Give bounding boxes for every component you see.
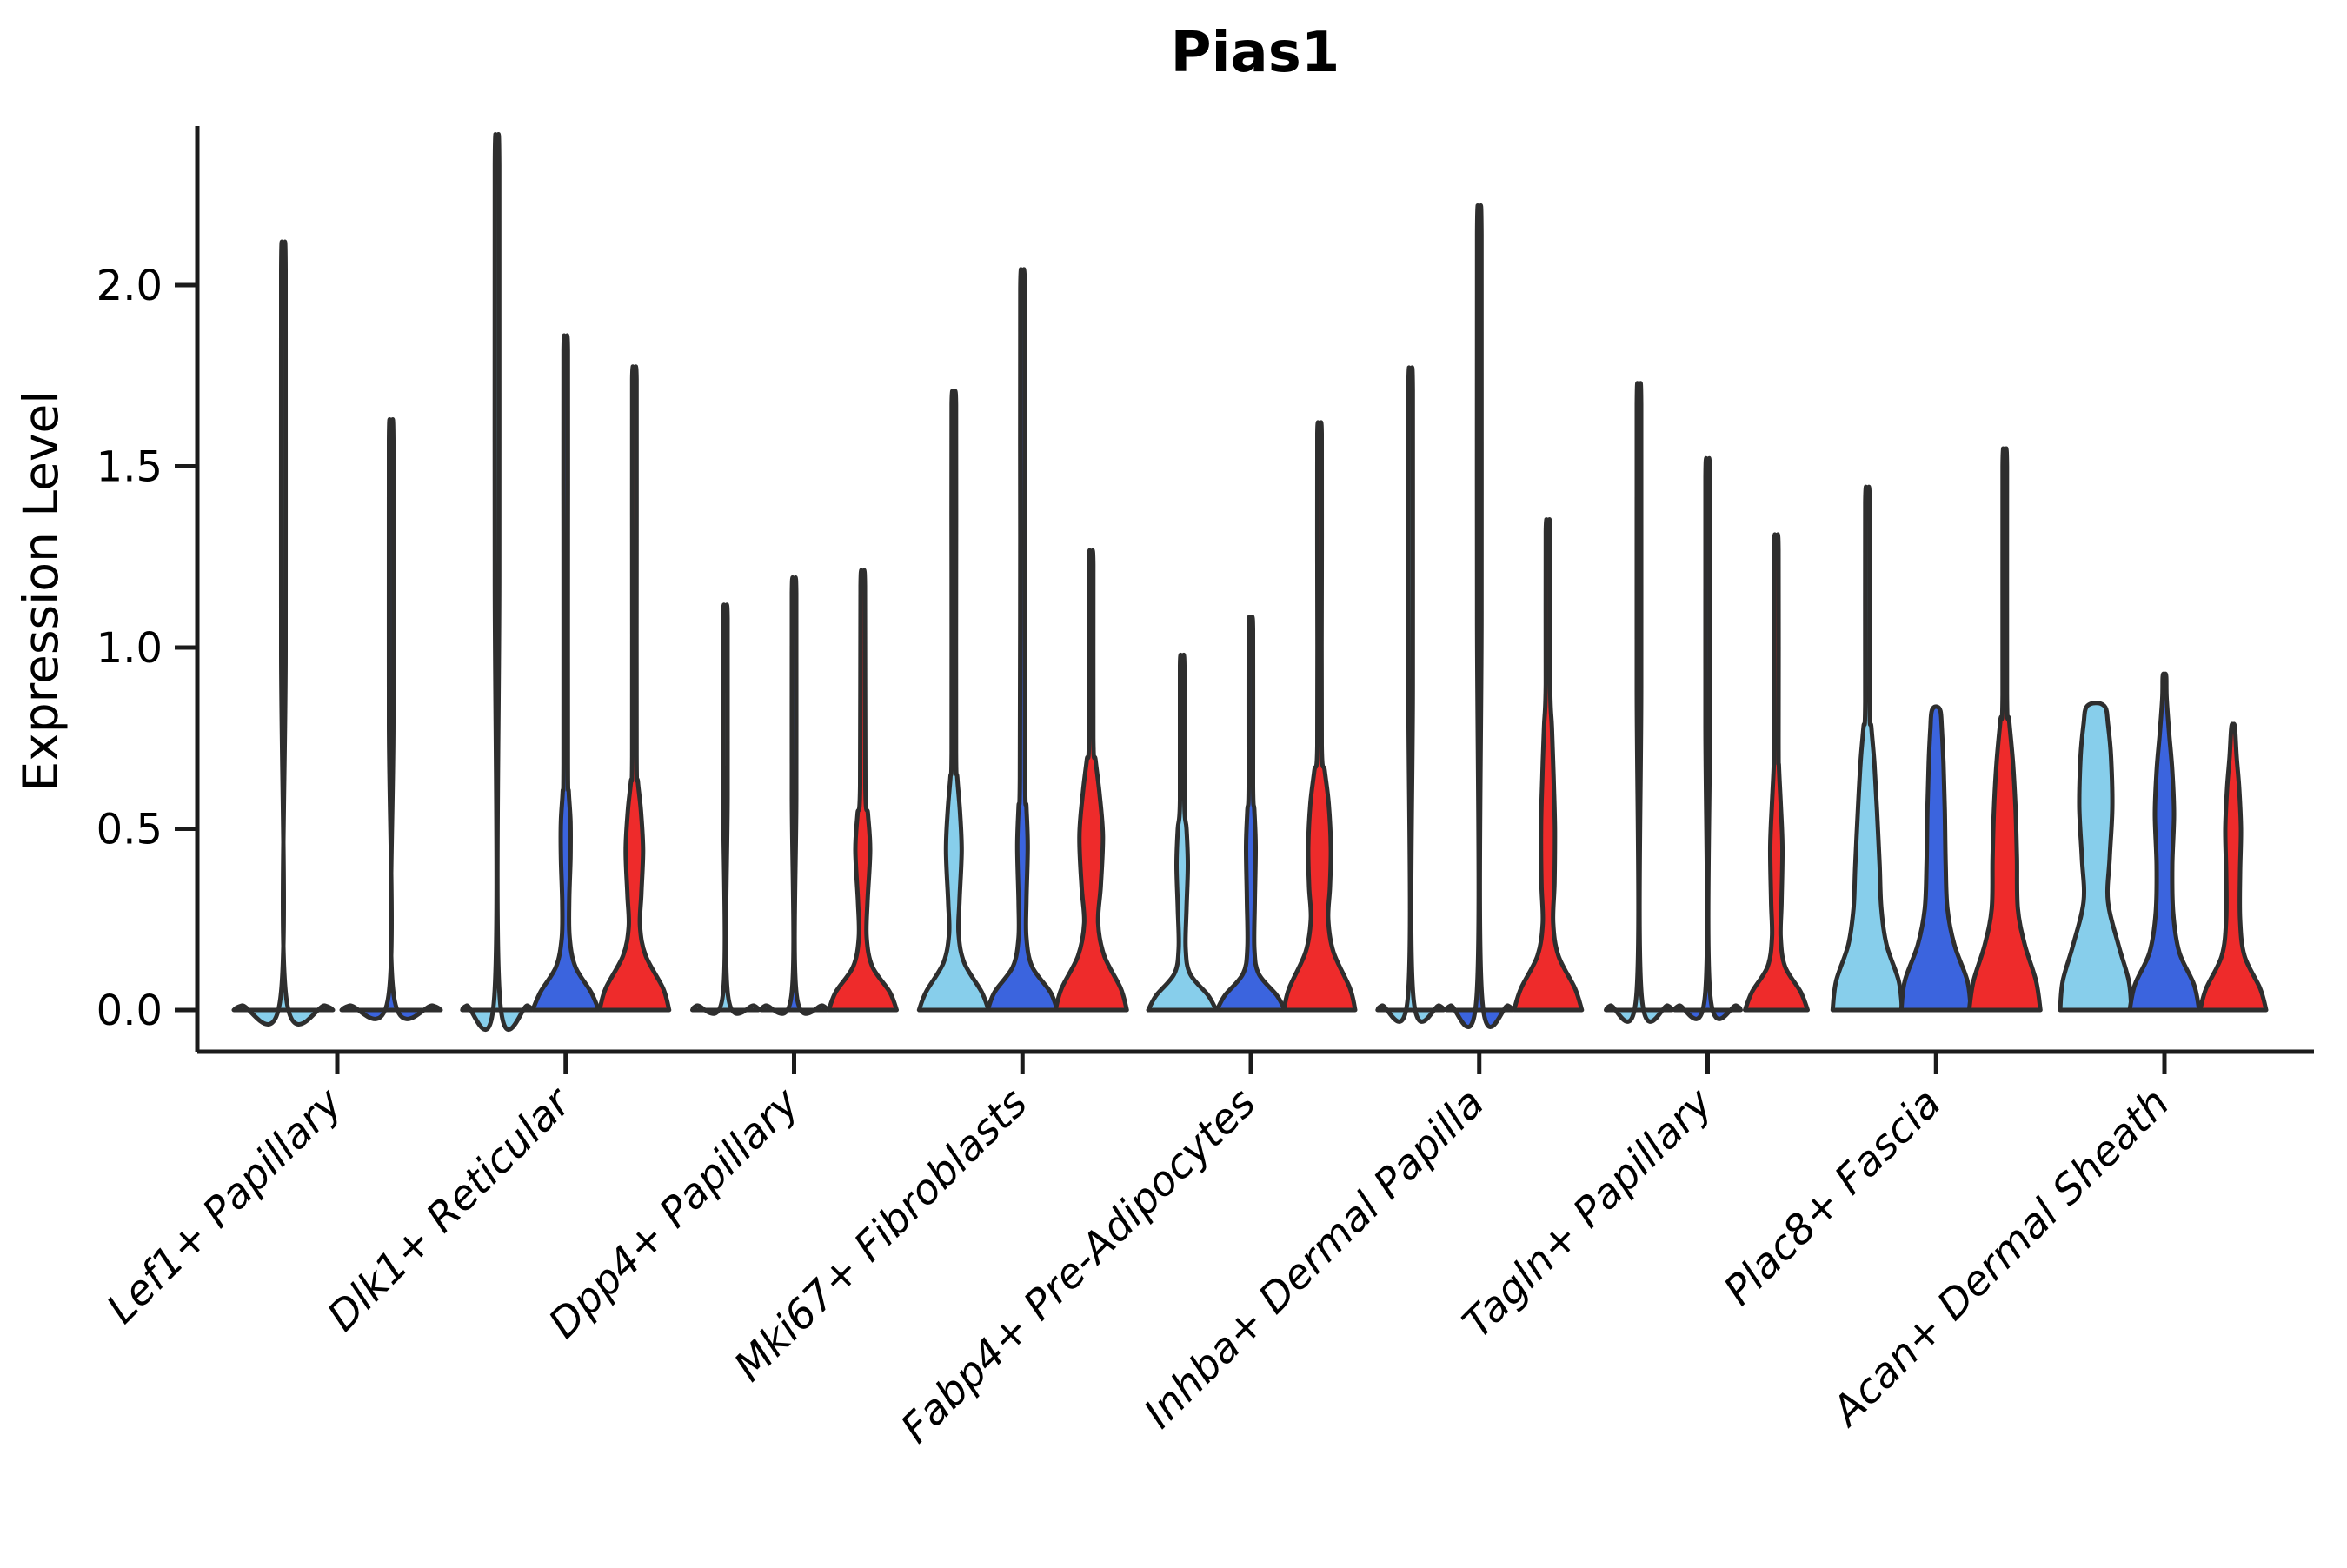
violin-lef1+-papillary-blue (339, 417, 443, 1021)
x-tick-label: Lef1+ Papillary (97, 1079, 352, 1333)
y-axis-label: Expression Level (13, 390, 69, 791)
violin-acan+-dermal-sheath-red (2197, 721, 2269, 1013)
violin-acan+-dermal-sheath-lightblue (2058, 701, 2134, 1013)
violins (231, 132, 2269, 1032)
violin-fabp4+-pre-adipocytes-blue (1214, 615, 1287, 1013)
violin-dlk1+-reticular-lightblue (460, 132, 535, 1032)
y-tick-label: 1.0 (96, 624, 163, 673)
violin-fabp4+-pre-adipocytes-lightblue (1146, 652, 1219, 1013)
chart-title: Pias1 (1171, 21, 1340, 85)
violin-plac8+-fascia-lightblue (1830, 484, 1905, 1013)
violin-mki67+-fibroblasts-red (1053, 548, 1129, 1013)
y-tick-label: 0.0 (96, 987, 163, 1035)
violin-fabp4+-pre-adipocytes-red (1281, 420, 1358, 1013)
violin-tagln+-papillary-red (1743, 532, 1810, 1013)
violin-dpp4+-papillary-blue (759, 575, 829, 1016)
violin-dlk1+-reticular-blue (530, 333, 602, 1013)
violin-dpp4+-papillary-lightblue (690, 602, 761, 1016)
violin-plac8+-fascia-blue (1898, 704, 1973, 1013)
y-tick-label: 1.5 (96, 443, 163, 492)
violin-lef1+-papillary-lightblue (231, 239, 336, 1027)
violin-tagln+-papillary-lightblue (1604, 381, 1674, 1024)
axes (195, 126, 2314, 1054)
x-tick-label: Tagln+ Papillary (1453, 1079, 1723, 1348)
violin-plac8+-fascia-red (1966, 446, 2043, 1013)
violin-dpp4+-papillary-red (827, 568, 899, 1013)
y-tick-label: 0.5 (96, 806, 163, 854)
violin-inhba+-dermal-papilla-red (1512, 517, 1585, 1013)
violin-inhba+-dermal-papilla-blue (1444, 203, 1515, 1029)
x-tick-label: Plac8+ Fascia (1715, 1080, 1951, 1315)
violin-acan+-dermal-sheath-blue (2127, 671, 2202, 1013)
violin-mki67+-fibroblasts-blue (985, 267, 1060, 1013)
x-tick-label: Dlk1+ Reticular (318, 1078, 582, 1341)
violin-inhba+-dermal-papilla-lightblue (1375, 365, 1446, 1024)
violin-mki67+-fibroblasts-lightblue (916, 389, 991, 1013)
violin-dlk1+-reticular-red (597, 364, 672, 1013)
y-tick-label: 2.0 (96, 262, 163, 310)
y-tick-labels: 0.0 0.5 1.0 1.5 2.0 (96, 262, 197, 1035)
violin-tagln+-papillary-blue (1672, 456, 1743, 1021)
x-tick-label: Dpp4+ Papillary (540, 1079, 809, 1348)
